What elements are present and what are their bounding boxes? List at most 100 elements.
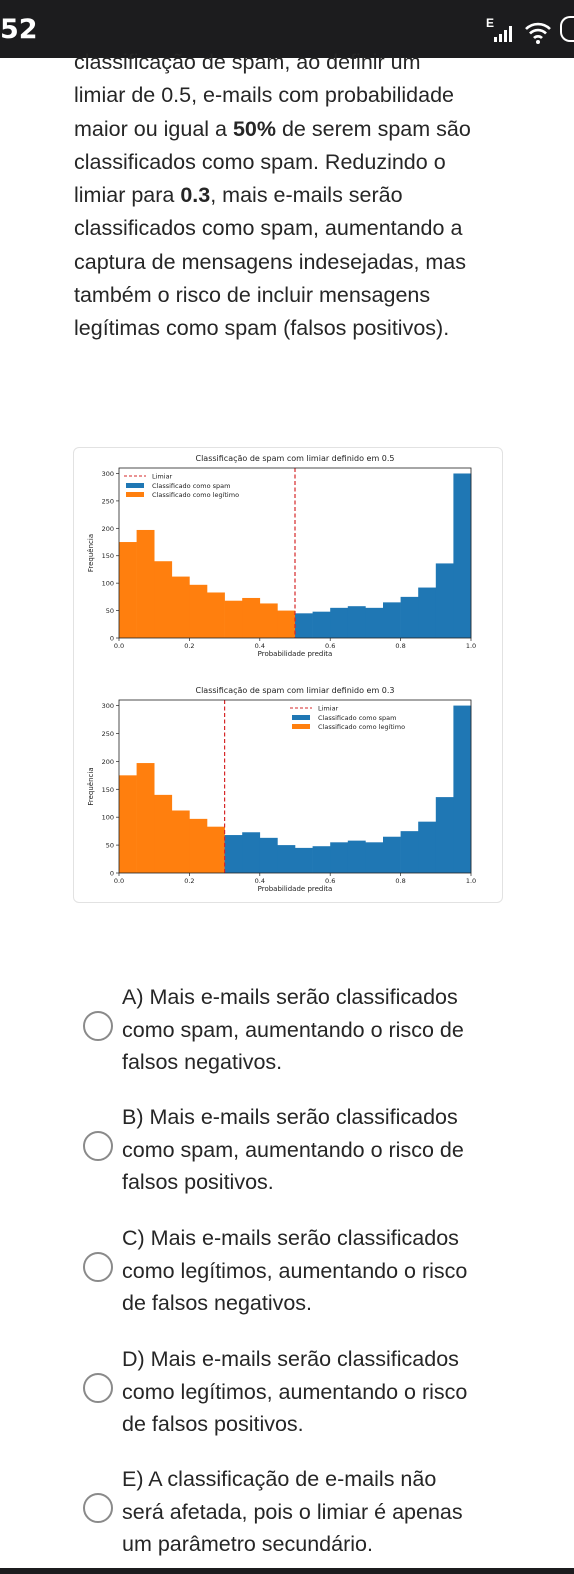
histogram-bar — [347, 606, 366, 638]
histogram-bar — [435, 797, 454, 873]
explanation-line: classificação de spam, ao definir um — [74, 50, 421, 74]
histogram-bar — [435, 563, 454, 638]
network-type-label: E — [486, 16, 495, 30]
histogram-bar — [259, 837, 278, 873]
x-tick-label: 0.2 — [184, 642, 194, 650]
y-tick-label: 250 — [102, 497, 114, 505]
legend-label: Classificado como legítimo — [152, 491, 239, 499]
legend-spam-swatch — [126, 483, 144, 488]
histogram-bar — [400, 831, 419, 873]
explanation-line: classificados como spam, aumentando a — [74, 216, 463, 241]
battery-icon — [560, 16, 574, 42]
explanation-line: limiar de 0.5, e-mails com probabilidade — [74, 83, 455, 108]
y-tick-label: 0 — [110, 635, 114, 643]
histograms-svg: Classificação de spam com limiar definid… — [87, 454, 476, 893]
option-text: A) Mais e-mails serão classificados como … — [122, 985, 464, 1074]
histogram-bar — [295, 613, 313, 638]
highlight-50: 50% — [232, 116, 276, 141]
option-b[interactable]: B) Mais e-mails serão classificados como … — [0, 1101, 574, 1211]
histogram-bar — [418, 587, 437, 638]
histogram-bar — [400, 596, 419, 638]
histogram-bar — [295, 847, 313, 873]
signal-icon: E — [486, 16, 516, 46]
bottom-edge — [0, 1568, 574, 1574]
x-tick-label: 0.0 — [114, 877, 124, 885]
histogram-bar — [136, 763, 155, 873]
option-e[interactable]: E) A classificação de e-mails não será af… — [0, 1463, 574, 1573]
highlight-03: 0.3 — [180, 183, 211, 208]
histogram-bar — [207, 592, 225, 638]
legend-label: Limiar — [318, 705, 339, 713]
histogram-bar — [365, 607, 384, 638]
histogram-bar — [383, 836, 401, 873]
legend-label: Classificado como legítimo — [318, 723, 405, 731]
explanation-line: maior ou igual a 50% de serem spam são — [74, 116, 471, 141]
histogram-bar — [383, 602, 401, 638]
histogram-bar — [312, 611, 331, 638]
option-text: D) Mais e-mails serão classificados como … — [122, 1347, 468, 1436]
status-icons: E — [486, 12, 574, 46]
x-tick-label: 1.0 — [466, 877, 476, 885]
histogram-bar — [330, 607, 349, 638]
radio-button[interactable] — [83, 1493, 113, 1523]
status-bar: 52 E — [0, 0, 574, 58]
y-tick-label: 300 — [102, 470, 114, 478]
plot-frame — [118, 467, 472, 639]
radio-button[interactable] — [83, 1252, 113, 1282]
explanation-line: captura de mensagens indesejadas, mas — [74, 249, 467, 274]
x-axis-label: Probabilidade predita — [258, 885, 333, 893]
explanation-line: legítimas como spam (falsos positivos). — [74, 316, 450, 341]
histogram-bar — [224, 600, 243, 638]
explanation-line: limiar para 0.3, mais e-mails serão — [74, 183, 403, 208]
histogram-bar — [189, 818, 208, 873]
wifi-icon — [525, 22, 551, 44]
option-c[interactable]: C) Mais e-mails serão classificados como … — [0, 1222, 574, 1332]
status-time: 52 — [0, 14, 38, 45]
option-text: E) A classificação de e-mails não será af… — [122, 1467, 463, 1556]
x-tick-label: 0.4 — [255, 642, 265, 650]
chart-figure: Classificação de spam com limiar definid… — [73, 447, 503, 903]
histogram-bar — [154, 561, 173, 638]
chart-title: Classificação de spam com limiar definid… — [195, 686, 394, 695]
radio-button[interactable] — [83, 1131, 113, 1161]
histogram-bar — [189, 584, 208, 638]
option-d[interactable]: D) Mais e-mails serão classificados como … — [0, 1343, 574, 1453]
y-tick-label: 300 — [102, 702, 114, 710]
y-tick-label: 150 — [102, 552, 114, 560]
x-tick-label: 0.4 — [255, 877, 265, 885]
explanation-line: também o risco de incluir mensagens — [74, 283, 431, 308]
x-tick-label: 0.6 — [325, 877, 335, 885]
y-tick-label: 100 — [102, 814, 114, 822]
histogram-bar — [207, 826, 225, 873]
y-tick-label: 50 — [106, 607, 114, 615]
y-tick-label: 250 — [102, 730, 114, 738]
y-tick-label: 0 — [110, 870, 114, 878]
radio-button[interactable] — [83, 1373, 113, 1403]
radio-button[interactable] — [83, 1011, 113, 1041]
y-axis-label: Frequência — [87, 534, 95, 572]
y-tick-label: 200 — [102, 758, 114, 766]
x-tick-label: 0.8 — [395, 877, 405, 885]
x-tick-label: 0.0 — [114, 642, 124, 650]
histogram-bar — [119, 775, 137, 873]
histogram-bar — [453, 473, 472, 638]
histogram-bar — [242, 832, 261, 873]
y-tick-label: 50 — [106, 842, 114, 850]
x-tick-label: 0.6 — [325, 642, 335, 650]
histogram-bar — [154, 794, 173, 873]
histogram-bar — [365, 842, 384, 873]
histogram-bar — [119, 542, 137, 638]
plot-frame — [118, 699, 472, 874]
histogram-bar — [312, 846, 331, 873]
x-tick-label: 0.2 — [184, 877, 194, 885]
y-tick-label: 100 — [102, 580, 114, 588]
chart-title: Classificação de spam com limiar definid… — [195, 454, 394, 463]
legend-label: Classificado como spam — [152, 482, 230, 490]
x-tick-label: 1.0 — [466, 642, 476, 650]
legend-label: Classificado como spam — [318, 714, 396, 722]
histogram-bar — [418, 821, 437, 873]
histogram-bar — [171, 576, 190, 638]
option-text: C) Mais e-mails serão classificados como … — [122, 1226, 468, 1315]
option-a[interactable]: A) Mais e-mails serão classificados como … — [0, 981, 574, 1091]
legend-legit-swatch — [292, 724, 310, 729]
